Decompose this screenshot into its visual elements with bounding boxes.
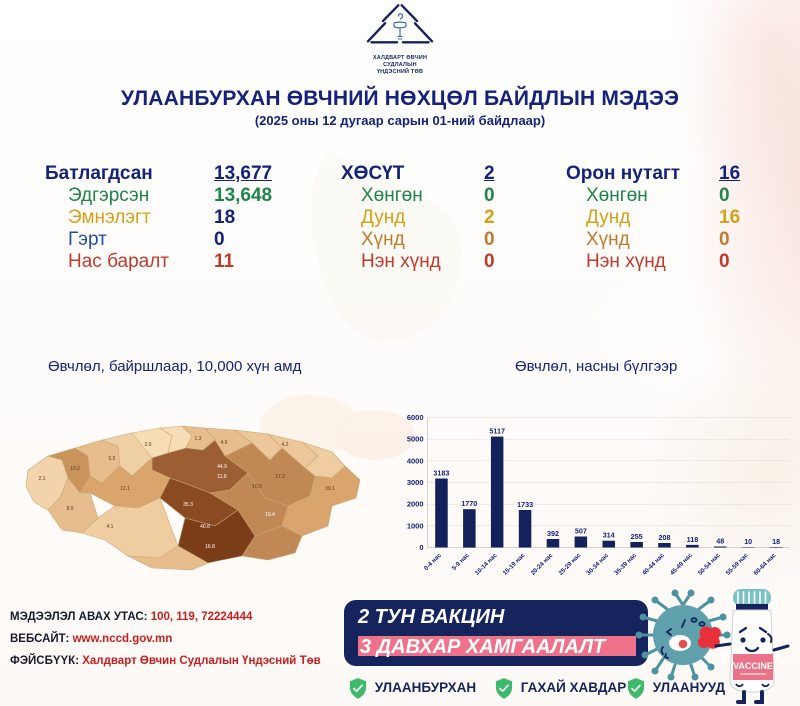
svg-text:5000: 5000 <box>407 435 424 444</box>
svg-text:0-4 нас: 0-4 нас <box>423 552 443 572</box>
svg-text:25-29 нас: 25-29 нас <box>557 552 582 577</box>
svg-text:10: 10 <box>744 537 752 546</box>
svg-text:44.9: 44.9 <box>217 464 227 470</box>
svg-text:12.1: 12.1 <box>120 486 130 492</box>
svg-text:5.5: 5.5 <box>109 456 116 462</box>
svg-text:55-59 нас: 55-59 нас <box>725 552 750 577</box>
svg-text:2.9: 2.9 <box>145 442 152 448</box>
svg-text:10.5: 10.5 <box>252 484 262 490</box>
svg-text:50-54 нас: 50-54 нас <box>697 552 722 577</box>
svg-text:392: 392 <box>547 529 559 538</box>
svg-text:4.2: 4.2 <box>282 442 289 448</box>
svg-text:40-44 нас: 40-44 нас <box>641 552 666 577</box>
svg-text:19.4: 19.4 <box>265 512 275 518</box>
svg-text:17.2: 17.2 <box>275 474 285 480</box>
svg-text:4.9: 4.9 <box>221 440 228 446</box>
svg-text:0: 0 <box>419 543 423 552</box>
svg-text:3000: 3000 <box>407 478 424 487</box>
svg-text:16.8: 16.8 <box>205 544 215 550</box>
svg-text:5-9 нас: 5-9 нас <box>451 552 471 572</box>
svg-text:40.8: 40.8 <box>200 524 210 530</box>
svg-text:10-14 нас: 10-14 нас <box>474 552 499 577</box>
svg-text:118: 118 <box>687 535 699 544</box>
svg-text:11.8: 11.8 <box>217 474 227 480</box>
svg-text:208: 208 <box>659 533 671 542</box>
svg-text:VACCINE: VACCINE <box>733 661 773 671</box>
svg-text:6000: 6000 <box>407 413 424 422</box>
svg-text:314: 314 <box>603 531 615 540</box>
svg-text:60-64 нас: 60-64 нас <box>753 552 778 577</box>
svg-text:2000: 2000 <box>407 500 424 509</box>
svg-text:2.1: 2.1 <box>39 476 46 482</box>
svg-text:507: 507 <box>575 527 587 536</box>
svg-text:30-34 нас: 30-34 нас <box>585 552 610 577</box>
svg-text:4.1: 4.1 <box>107 524 114 530</box>
svg-text:8.0: 8.0 <box>67 506 74 512</box>
svg-text:3183: 3183 <box>433 469 449 478</box>
svg-text:18: 18 <box>772 537 780 546</box>
svg-text:1.3: 1.3 <box>195 436 202 442</box>
svg-text:255: 255 <box>631 532 643 541</box>
svg-text:15-19 нас: 15-19 нас <box>502 552 527 577</box>
svg-text:10.2: 10.2 <box>70 466 80 472</box>
svg-text:1733: 1733 <box>517 500 533 509</box>
svg-text:48: 48 <box>716 537 724 546</box>
svg-text:45-49 нас: 45-49 нас <box>669 552 694 577</box>
svg-text:1770: 1770 <box>461 499 477 508</box>
svg-text:39.1: 39.1 <box>325 486 335 492</box>
svg-text:1000: 1000 <box>407 521 424 530</box>
svg-text:5117: 5117 <box>489 427 505 436</box>
svg-text:20-24 нас: 20-24 нас <box>530 552 555 577</box>
svg-text:35-39 нас: 35-39 нас <box>613 552 638 577</box>
svg-text:35.3: 35.3 <box>183 502 193 508</box>
svg-text:4000: 4000 <box>407 456 424 465</box>
